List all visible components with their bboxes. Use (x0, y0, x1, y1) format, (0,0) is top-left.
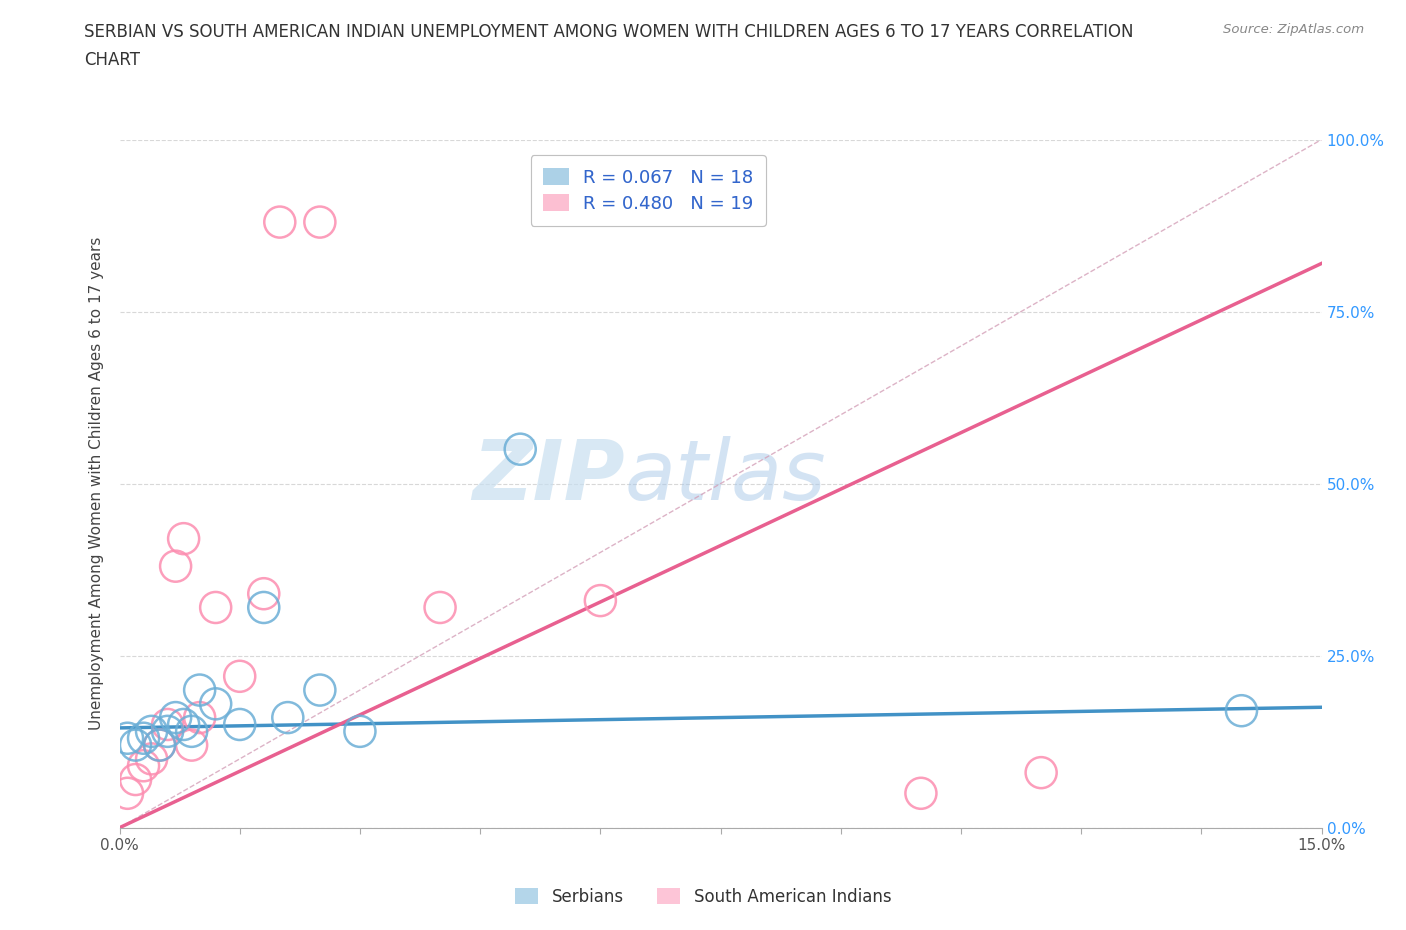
Point (309, 683, 332, 698)
Point (509, 442, 531, 457)
Point (253, 586, 276, 601)
Point (180, 737, 202, 752)
Point (156, 724, 179, 738)
Point (149, 737, 172, 752)
Point (156, 717, 179, 732)
Point (132, 758, 155, 773)
Point (124, 772, 146, 787)
Point (149, 737, 172, 752)
Y-axis label: Unemployment Among Women with Children Ages 6 to 17 years: Unemployment Among Women with Children A… (89, 237, 104, 730)
Point (910, 786, 932, 801)
Point (589, 593, 612, 608)
Point (204, 697, 226, 711)
Point (309, 215, 332, 230)
Point (228, 717, 252, 732)
Text: CHART: CHART (84, 51, 141, 69)
Text: ZIP: ZIP (472, 436, 624, 517)
Point (429, 600, 451, 615)
Point (173, 531, 195, 546)
Point (188, 683, 211, 698)
Point (1230, 703, 1253, 718)
Point (1029, 765, 1052, 780)
Legend: Serbians, South American Indians: Serbians, South American Indians (508, 881, 898, 912)
Point (269, 215, 291, 230)
Point (141, 724, 163, 738)
Point (204, 600, 226, 615)
Point (180, 724, 202, 738)
Point (117, 731, 139, 746)
Point (165, 559, 187, 574)
Point (277, 711, 299, 725)
Point (132, 731, 155, 746)
Point (117, 786, 139, 801)
Text: Source: ZipAtlas.com: Source: ZipAtlas.com (1223, 23, 1364, 36)
Text: SERBIAN VS SOUTH AMERICAN INDIAN UNEMPLOYMENT AMONG WOMEN WITH CHILDREN AGES 6 T: SERBIAN VS SOUTH AMERICAN INDIAN UNEMPLO… (84, 23, 1133, 41)
Legend: R = 0.067   N = 18, R = 0.480   N = 19: R = 0.067 N = 18, R = 0.480 N = 19 (531, 155, 766, 225)
Point (173, 717, 195, 732)
Point (253, 600, 276, 615)
Point (228, 669, 252, 684)
Point (349, 724, 371, 738)
Point (141, 751, 163, 766)
Point (165, 711, 187, 725)
Point (188, 711, 211, 725)
Point (124, 737, 146, 752)
Text: atlas: atlas (624, 436, 827, 517)
